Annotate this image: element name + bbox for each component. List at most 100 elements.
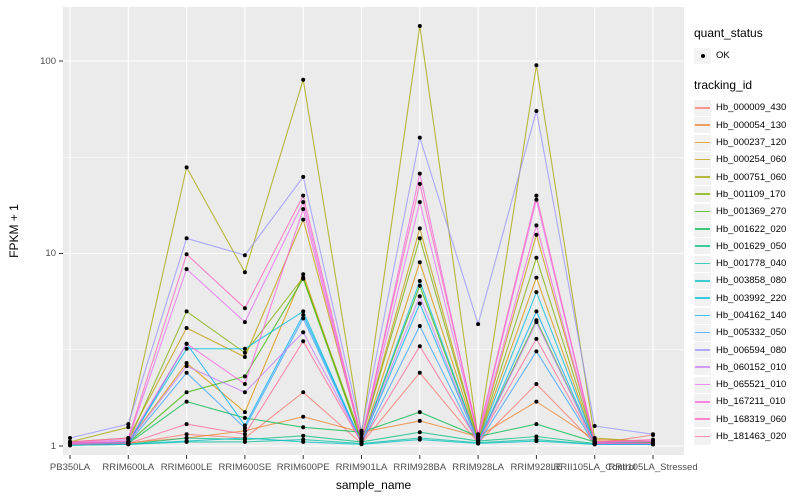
data-point xyxy=(592,424,597,428)
legend-color-line-icon xyxy=(695,158,710,161)
data-point xyxy=(359,440,364,445)
legend-key xyxy=(694,411,711,428)
data-point xyxy=(417,324,422,328)
data-point xyxy=(184,252,189,257)
data-point xyxy=(359,436,364,440)
legend-item: Hb_167211_010 xyxy=(694,393,798,410)
data-point xyxy=(126,436,131,440)
data-point xyxy=(242,439,247,444)
legend-color-line-icon xyxy=(695,366,710,368)
data-point xyxy=(534,290,539,295)
data-point xyxy=(126,422,131,427)
data-point xyxy=(534,439,539,444)
legend-item: Hb_181463_020 xyxy=(694,428,798,445)
data-point xyxy=(476,436,481,440)
legend-item: Hb_004162_140 xyxy=(694,307,798,324)
data-point xyxy=(301,193,306,198)
legend-key xyxy=(694,393,711,410)
data-point xyxy=(592,441,597,446)
legend-item-label: Hb_001109_170 xyxy=(716,188,786,200)
legend-title-quant-status: quant_status xyxy=(694,26,763,40)
data-point xyxy=(301,309,306,314)
data-point xyxy=(359,428,364,433)
data-point xyxy=(301,316,306,321)
legend-key xyxy=(694,99,711,116)
legend-item: Hb_168319_060 xyxy=(694,411,798,428)
legend-item-label: Hb_167211_010 xyxy=(716,396,786,408)
data-point xyxy=(651,437,655,442)
legend-item: Hb_065521_010 xyxy=(694,376,798,393)
legend-key xyxy=(694,134,711,151)
data-point xyxy=(242,382,247,386)
data-point xyxy=(184,341,189,346)
legend-item: Hb_001629_050 xyxy=(694,238,798,255)
legend-item-label: Hb_001778_040 xyxy=(716,258,787,270)
data-point xyxy=(534,63,539,68)
legend-item: Hb_000254_060 xyxy=(694,151,798,168)
data-point xyxy=(301,330,306,335)
legend-item-label: Hb_168319_060 xyxy=(716,413,787,425)
legend-tracking-id-items: Hb_000009_430 Hb_000054_130 Hb_000237_120 H… xyxy=(694,99,798,445)
legend-item-label: Hb_000237_120 xyxy=(716,137,787,149)
data-point xyxy=(301,276,306,281)
x-axis-title: sample_name xyxy=(335,478,412,492)
data-point xyxy=(301,439,306,444)
data-point xyxy=(242,428,247,433)
legend-item-label: Hb_001622_020 xyxy=(716,223,787,235)
legend-item-label: Hb_001629_050 xyxy=(716,240,787,252)
legend-key xyxy=(694,324,711,341)
data-point xyxy=(534,349,539,354)
data-point xyxy=(184,439,189,444)
legend-item: Hb_000237_120 xyxy=(694,134,798,151)
legend-item: Hb_005332_050 xyxy=(694,324,798,341)
data-point xyxy=(242,436,247,440)
legend-color-line-icon xyxy=(695,314,710,317)
legend-color-line-icon xyxy=(695,349,710,351)
legend-key xyxy=(694,290,711,307)
legend-item-label: Hb_181463_020 xyxy=(716,431,787,443)
legend-color-line-icon xyxy=(695,176,710,178)
legend-item-label: Hb_000009_430 xyxy=(716,102,787,114)
data-point xyxy=(301,339,306,344)
data-point xyxy=(242,432,247,437)
y-tick-label: 10 xyxy=(45,248,56,259)
legend-color-line-icon xyxy=(695,193,710,196)
legend-item-label: Hb_005332_050 xyxy=(716,327,787,339)
data-point xyxy=(476,322,481,327)
data-point xyxy=(184,326,189,330)
data-point xyxy=(184,165,189,170)
legend-color-line-icon xyxy=(695,297,710,299)
data-point xyxy=(534,193,539,198)
data-point xyxy=(301,272,306,277)
legend-key xyxy=(694,221,711,238)
legend-item: Hb_003858_080 xyxy=(694,272,798,289)
legend-item: Hb_000054_130 xyxy=(694,117,798,134)
x-tick-label: RRIM928BA xyxy=(393,462,447,473)
data-point xyxy=(242,320,247,325)
data-point xyxy=(242,346,247,351)
data-point xyxy=(301,312,306,317)
data-point xyxy=(242,253,247,258)
legend-key xyxy=(694,307,711,324)
x-tick-label: PB350LA xyxy=(49,462,91,473)
legend-item-label: Hb_006594_080 xyxy=(716,344,787,356)
data-point xyxy=(301,425,306,430)
data-point xyxy=(184,422,189,427)
legend-item-label: Hb_004162_140 xyxy=(716,310,787,321)
data-point xyxy=(534,275,539,280)
data-point xyxy=(417,410,422,415)
legend-item-label: Hb_000054_130 xyxy=(716,119,787,131)
data-point xyxy=(184,361,189,365)
legend: quant_status OK tracking_id Hb_000009_43… xyxy=(694,26,798,445)
data-point xyxy=(534,309,539,314)
data-point xyxy=(126,441,131,446)
legend-item: Hb_001109_170 xyxy=(694,186,798,203)
data-point xyxy=(592,436,597,440)
data-point xyxy=(417,236,422,241)
data-point xyxy=(242,374,247,379)
legend-color-line-icon xyxy=(695,435,710,438)
data-point xyxy=(534,434,539,439)
legend-color-line-icon xyxy=(695,262,710,265)
data-point xyxy=(417,283,422,288)
legend-color-line-icon xyxy=(695,106,710,109)
